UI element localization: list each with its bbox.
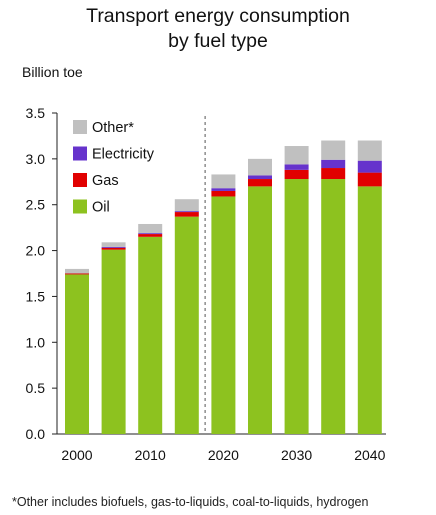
bar-segment-electricity-2030 (284, 164, 309, 170)
bar-segment-electricity-2040 (357, 160, 382, 173)
y-tick-label: 1.0 (26, 334, 46, 350)
bar-segment-other-2005 (101, 242, 126, 247)
bar-segment-electricity-2020 (211, 188, 236, 191)
bar-segment-oil-2015 (174, 216, 199, 434)
y-tick-label: 2.0 (26, 243, 46, 259)
bar-segment-electricity-2005 (101, 246, 126, 248)
x-tick-label: 2000 (61, 447, 92, 463)
y-tick-label: 3.0 (26, 151, 46, 167)
bar-segment-electricity-2035 (321, 159, 346, 169)
bar-segment-oil-2020 (211, 196, 236, 434)
bar-segment-gas-2010 (138, 234, 163, 237)
legend-label-oil: Oil (92, 200, 110, 216)
bar-segment-other-2010 (138, 223, 163, 234)
x-tick-label: 2040 (354, 447, 385, 463)
bar-segment-oil-2010 (138, 236, 163, 434)
bar-segment-gas-2005 (101, 247, 126, 250)
bars (65, 140, 382, 434)
bar-segment-gas-2030 (284, 169, 309, 180)
legend-label-other: Other* (92, 120, 134, 136)
legend-label-electricity: Electricity (92, 147, 155, 163)
bar-segment-oil-2025 (248, 186, 272, 434)
legend-swatch-electricity (73, 146, 87, 161)
y-tick-label: 0.0 (26, 426, 46, 442)
bar-segment-oil-2005 (101, 249, 126, 434)
legend-label-gas: Gas (92, 173, 119, 189)
chart-title-line-2: by fuel type (168, 30, 268, 52)
bar-segment-oil-2030 (284, 179, 309, 434)
bar-segment-gas-2040 (357, 172, 382, 187)
legend-swatch-gas (73, 173, 87, 187)
legend-swatch-oil (73, 199, 87, 214)
bar-segment-electricity-2015 (174, 211, 199, 213)
bar-segment-gas-2000 (65, 273, 89, 275)
bar-segment-oil-2035 (321, 179, 346, 434)
bar-segment-gas-2015 (174, 212, 199, 217)
y-tick-label: 2.5 (26, 197, 46, 213)
bar-segment-oil-2040 (357, 186, 382, 434)
bar-segment-electricity-2010 (138, 233, 163, 235)
bar-segment-gas-2020 (211, 190, 236, 197)
y-tick-label: 1.5 (26, 288, 46, 304)
y-tick-label: 3.5 (26, 105, 46, 121)
legend: Other* Electricity Gas Oil (73, 120, 155, 216)
x-axis: 2000 2010 2020 2030 2040 (57, 433, 386, 463)
bar-segment-other-2040 (357, 140, 382, 161)
y-tick-label: 0.5 (26, 380, 46, 396)
footnote: *Other includes biofuels, gas-to-liquids… (12, 495, 369, 509)
bar-segment-other-2020 (211, 174, 236, 189)
y-axis-unit-label: Billion toe (22, 64, 83, 80)
legend-swatch-other (73, 120, 87, 134)
bar-segment-electricity-2025 (248, 175, 272, 180)
bar-segment-gas-2035 (321, 168, 346, 180)
bar-segment-other-2000 (65, 268, 89, 274)
bar-segment-oil-2000 (65, 274, 89, 434)
bar-segment-other-2025 (248, 158, 272, 176)
bar-segment-gas-2025 (248, 179, 272, 187)
x-tick-label: 2010 (135, 447, 166, 463)
x-tick-label: 2020 (208, 447, 239, 463)
bar-segment-other-2035 (321, 140, 346, 160)
bar-segment-other-2030 (284, 146, 309, 165)
y-axis: 0.0 0.5 1.0 1.5 2.0 2.5 3.0 3.5 (26, 105, 58, 442)
x-tick-label: 2030 (281, 447, 312, 463)
chart-title-line-1: Transport energy consumption (86, 5, 350, 27)
bar-segment-other-2015 (174, 199, 199, 212)
